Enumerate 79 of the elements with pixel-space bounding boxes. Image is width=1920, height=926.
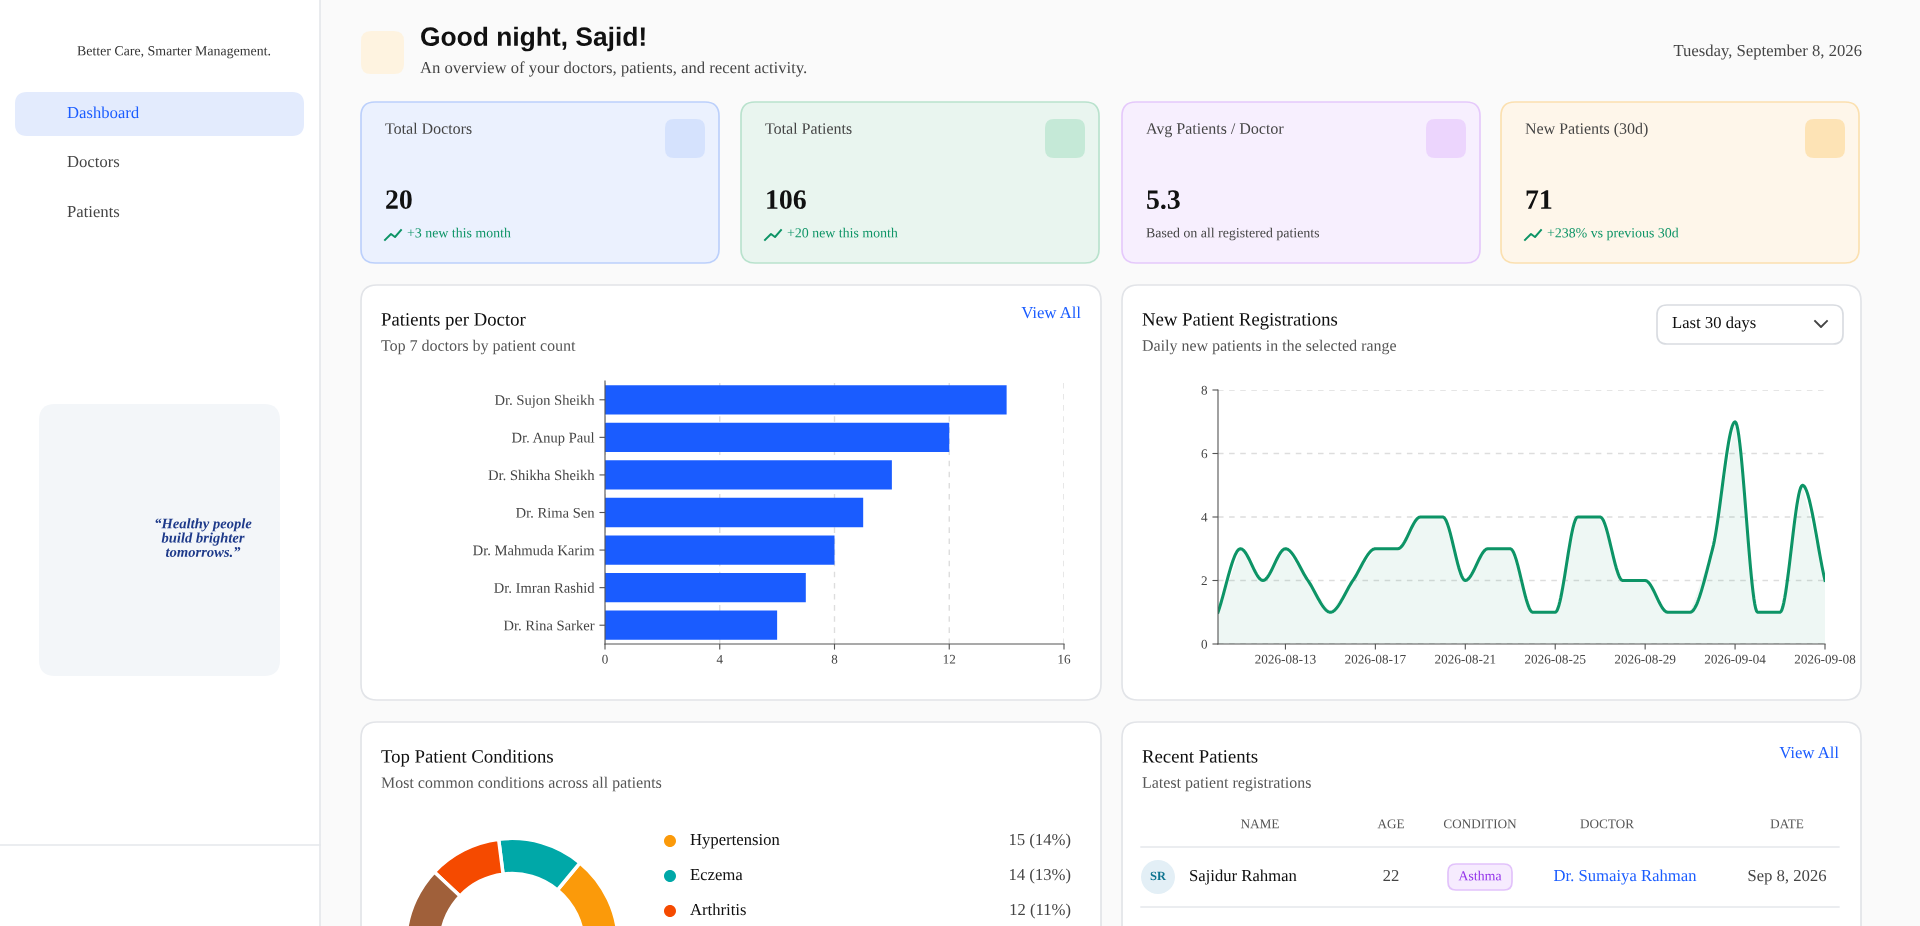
text: Sajidur Rahman bbox=[1190, 869, 1297, 885]
text: Total Patients bbox=[765, 122, 852, 134]
data-label: 15 (14%) bbox=[1009, 833, 1071, 849]
y-tick-label: Dr. Anup Paul bbox=[511, 432, 595, 446]
chart-title: New Patient Registrations bbox=[1142, 313, 1338, 330]
text: “Healthy people build brighter tomorrows.” bbox=[155, 518, 252, 557]
text: CONDITION bbox=[1443, 819, 1517, 829]
text: 71 bbox=[1526, 190, 1552, 209]
text: New Patients (30d) bbox=[1525, 122, 1648, 138]
text: Better Care, Smarter Management. bbox=[77, 46, 271, 59]
x-tick-label: 0 bbox=[602, 654, 608, 664]
x-tick-label: 2026-08-21 bbox=[1435, 654, 1496, 664]
text: Doctors bbox=[67, 156, 120, 168]
legend-label: Hypertension bbox=[690, 833, 780, 849]
text: Dr. Sumaiya Rahman bbox=[1553, 869, 1697, 885]
text: Good night, Sajid! bbox=[421, 26, 645, 52]
text: 20 bbox=[386, 190, 412, 209]
x-tick-label: 2026-08-17 bbox=[1345, 654, 1406, 664]
text: SR bbox=[1150, 871, 1167, 881]
chart-subtitle: Most common conditions across all patients bbox=[381, 776, 662, 792]
text: 106 bbox=[767, 190, 806, 209]
x-tick-label: 8 bbox=[831, 654, 838, 664]
text: Latest patient registrations bbox=[1142, 777, 1311, 792]
x-tick-label: 12 bbox=[943, 654, 956, 664]
y-tick-label: 4 bbox=[1201, 512, 1208, 522]
y-tick-label: Dr. Mahmuda Karim bbox=[473, 545, 595, 556]
text: Recent Patients bbox=[1142, 750, 1258, 763]
text: NAME bbox=[1240, 819, 1279, 829]
y-tick-label: 2 bbox=[1201, 576, 1207, 586]
x-tick-label: 2026-08-29 bbox=[1614, 654, 1676, 664]
x-tick-label: 16 bbox=[1058, 654, 1071, 664]
text: Patients per Doctor bbox=[381, 313, 526, 330]
y-tick-label: Dr. Imran Rashid bbox=[494, 582, 595, 593]
text: Last 30 days bbox=[1672, 316, 1756, 332]
y-tick-label: Dr. Rima Sen bbox=[516, 507, 595, 518]
chart-subtitle: Top 7 doctors by patient count bbox=[381, 339, 576, 355]
text: +20 new this month bbox=[787, 227, 898, 238]
text: AGE bbox=[1377, 819, 1404, 829]
text: Total Doctors bbox=[385, 122, 472, 134]
data-label: 14 (13%) bbox=[1009, 868, 1071, 884]
text: View All bbox=[1779, 746, 1839, 759]
text: Based on all registered patients bbox=[1146, 227, 1320, 241]
x-tick-label: 4 bbox=[716, 654, 723, 664]
text: 5.3 bbox=[1147, 190, 1180, 210]
chart-subtitle: Daily new patients in the selected range bbox=[1142, 339, 1397, 355]
text: An overview of your doctors, patients, and recent activity. bbox=[420, 61, 807, 77]
y-tick-label: 6 bbox=[1201, 449, 1208, 459]
text: 22 bbox=[1383, 869, 1399, 882]
bar bbox=[605, 385, 1007, 415]
bar bbox=[605, 572, 806, 603]
legend-label: Eczema bbox=[690, 869, 743, 881]
text: Asthma bbox=[1458, 870, 1502, 881]
bar bbox=[605, 460, 892, 490]
text: View All bbox=[1021, 306, 1081, 319]
bar bbox=[605, 610, 778, 640]
bar bbox=[605, 422, 950, 453]
text: +238% vs previous 30d bbox=[1547, 227, 1679, 241]
bar bbox=[605, 497, 864, 528]
y-tick-label: Dr. Rina Sarker bbox=[503, 620, 595, 631]
text: Dashboard bbox=[67, 106, 139, 119]
text: Sep 8, 2026 bbox=[1748, 869, 1827, 885]
x-tick-label: 2026-09-04 bbox=[1704, 654, 1766, 664]
x-tick-label: 2026-08-25 bbox=[1525, 654, 1586, 664]
text: +3 new this month bbox=[407, 227, 511, 238]
text: Avg Patients / Doctor bbox=[1146, 123, 1284, 138]
text: DOCTOR bbox=[1580, 819, 1634, 829]
bar bbox=[605, 535, 835, 565]
text: Tuesday, September 8, 2026 bbox=[1673, 44, 1862, 60]
data-label: 12 (11%) bbox=[1010, 903, 1071, 919]
x-tick-label: 2026-08-13 bbox=[1255, 654, 1316, 664]
text: DATE bbox=[1770, 819, 1804, 829]
y-tick-label: 0 bbox=[1201, 639, 1208, 649]
legend-label: Arthritis bbox=[690, 903, 746, 916]
y-tick-label: Dr. Shikha Sheikh bbox=[488, 469, 595, 481]
y-tick-label: Dr. Sujon Sheikh bbox=[494, 394, 595, 408]
chart-title: Top Patient Conditions bbox=[381, 749, 553, 767]
text: Patients bbox=[67, 205, 120, 218]
x-tick-label: 2026-09-08 bbox=[1794, 654, 1856, 664]
y-tick-label: 8 bbox=[1201, 385, 1208, 395]
